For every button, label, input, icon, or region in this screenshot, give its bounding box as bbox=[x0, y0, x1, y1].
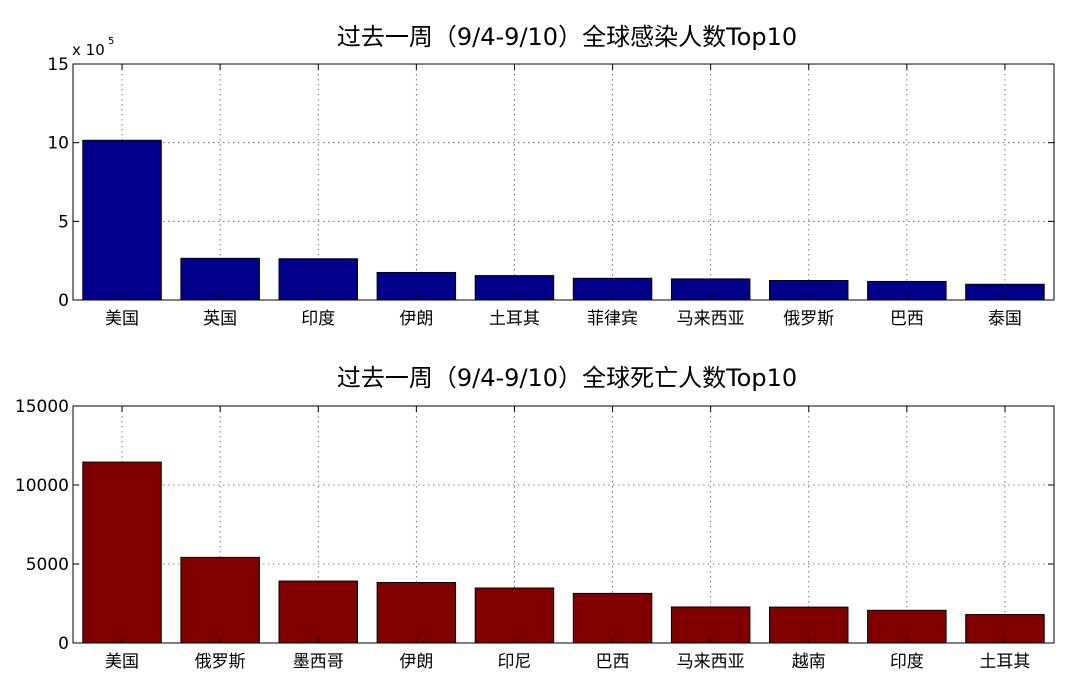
infections-category-label: 俄罗斯 bbox=[783, 309, 834, 329]
infections-bar bbox=[82, 139, 162, 301]
infections-category-label: 菲律宾 bbox=[587, 309, 638, 329]
infections-chart: 过去一周（9/4-9/10）全球感染人数Top10 x 10 5 0 5 10 15 美… bbox=[47, 23, 1055, 329]
infections-category-label: 伊朗 bbox=[399, 309, 433, 329]
deaths-bar bbox=[376, 581, 457, 644]
deaths-chart: 过去一周（9/4-9/10）全球死亡人数Top10 0 5000 10000 1500… bbox=[15, 364, 1055, 672]
deaths-category-label: 印尼 bbox=[497, 652, 531, 672]
y-multiplier-label: x 10 bbox=[72, 41, 105, 59]
infections-y-tick-label: 10 bbox=[47, 134, 69, 154]
deaths-category-label: 巴西 bbox=[596, 652, 630, 672]
deaths-category-label: 美国 bbox=[105, 652, 139, 672]
y-multiplier-exponent: 5 bbox=[108, 36, 114, 47]
deaths-bar bbox=[572, 592, 653, 644]
deaths-category-label: 伊朗 bbox=[399, 652, 433, 672]
infections-category-label: 印度 bbox=[301, 309, 335, 329]
deaths-axes-box bbox=[72, 405, 1055, 644]
deaths-category-label: 俄罗斯 bbox=[195, 652, 246, 672]
infections-category-label: 英国 bbox=[203, 309, 237, 329]
deaths-y-tick-label: 15000 bbox=[15, 397, 69, 417]
deaths-y-tick-label: 5000 bbox=[26, 555, 69, 575]
infections-y-tick-label: 15 bbox=[47, 55, 69, 75]
infections-axes-box bbox=[72, 63, 1055, 301]
infections-category-label: 马来西亚 bbox=[677, 309, 745, 329]
deaths-y-tick-label: 10000 bbox=[15, 476, 69, 496]
deaths-category-label: 越南 bbox=[792, 652, 826, 672]
deaths-chart-title: 过去一周（9/4-9/10）全球死亡人数Top10 bbox=[337, 364, 797, 392]
infections-bar bbox=[278, 258, 358, 301]
deaths-category-label: 墨西哥 bbox=[293, 652, 344, 672]
deaths-category-label: 土耳其 bbox=[979, 652, 1030, 672]
infections-category-label: 巴西 bbox=[890, 309, 924, 329]
infections-y-tick-label: 5 bbox=[58, 212, 69, 232]
deaths-bar bbox=[82, 461, 162, 644]
deaths-category-label: 马来西亚 bbox=[677, 652, 745, 672]
deaths-bar bbox=[278, 580, 358, 644]
infections-chart-title: 过去一周（9/4-9/10）全球感染人数Top10 bbox=[337, 23, 797, 51]
deaths-category-label: 印度 bbox=[890, 652, 924, 672]
infections-y-tick-label: 0 bbox=[58, 291, 69, 311]
infections-category-label: 美国 bbox=[105, 309, 139, 329]
deaths-bar bbox=[474, 587, 555, 644]
infections-category-label: 土耳其 bbox=[489, 309, 540, 329]
deaths-y-tick-label: 0 bbox=[58, 634, 69, 654]
infections-bar bbox=[180, 257, 260, 301]
deaths-bar bbox=[670, 606, 751, 644]
infections-category-label: 泰国 bbox=[988, 309, 1022, 329]
deaths-bar bbox=[180, 556, 260, 644]
